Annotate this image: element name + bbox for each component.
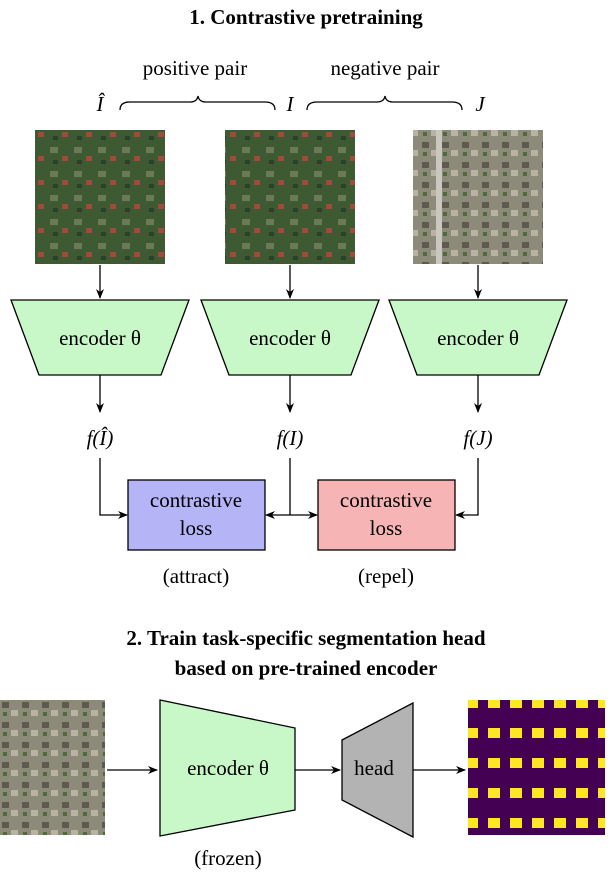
loss-note: (repel)	[358, 564, 414, 588]
pair-label: positive pair	[143, 56, 247, 80]
segmentation-output	[468, 700, 605, 835]
encoder-text: encoder θ	[59, 326, 141, 350]
loss-text: contrastive	[150, 488, 242, 512]
image-label: I	[286, 92, 295, 116]
satellite-image	[0, 700, 105, 835]
encoder-shape	[200, 299, 380, 376]
encoder-shape	[388, 299, 568, 376]
loss-text: loss	[370, 516, 403, 540]
section-title: 1. Contrastive pretraining	[189, 5, 423, 29]
image-label: J	[475, 92, 486, 116]
head-text: head	[354, 756, 394, 780]
loss-text: contrastive	[340, 488, 432, 512]
image-label: Î	[96, 92, 106, 116]
road	[436, 130, 442, 264]
satellite-image	[225, 130, 355, 264]
head-shape	[341, 701, 414, 839]
note: (frozen)	[194, 846, 262, 870]
feature-label: f(Î)	[87, 426, 114, 450]
section-title: 2. Train task-specific segmentation head	[126, 626, 485, 650]
brace	[119, 95, 276, 111]
encoder-shape	[159, 699, 296, 837]
section-title: based on pre-trained encoder	[175, 656, 438, 680]
arrow	[99, 458, 128, 519]
brace	[306, 95, 463, 111]
loss-note: (attract)	[163, 564, 229, 588]
encoder-text: encoder θ	[249, 326, 331, 350]
encoder-text: encoder θ	[437, 326, 519, 350]
satellite-image	[413, 130, 543, 264]
loss-text: loss	[180, 516, 213, 540]
encoder-shape	[10, 299, 190, 376]
feature-label: f(J)	[463, 426, 492, 450]
satellite-image	[35, 130, 165, 264]
feature-label: f(I)	[277, 426, 304, 450]
arrow	[455, 458, 479, 519]
encoder-text: encoder θ	[187, 756, 269, 780]
pair-label: negative pair	[330, 56, 439, 80]
